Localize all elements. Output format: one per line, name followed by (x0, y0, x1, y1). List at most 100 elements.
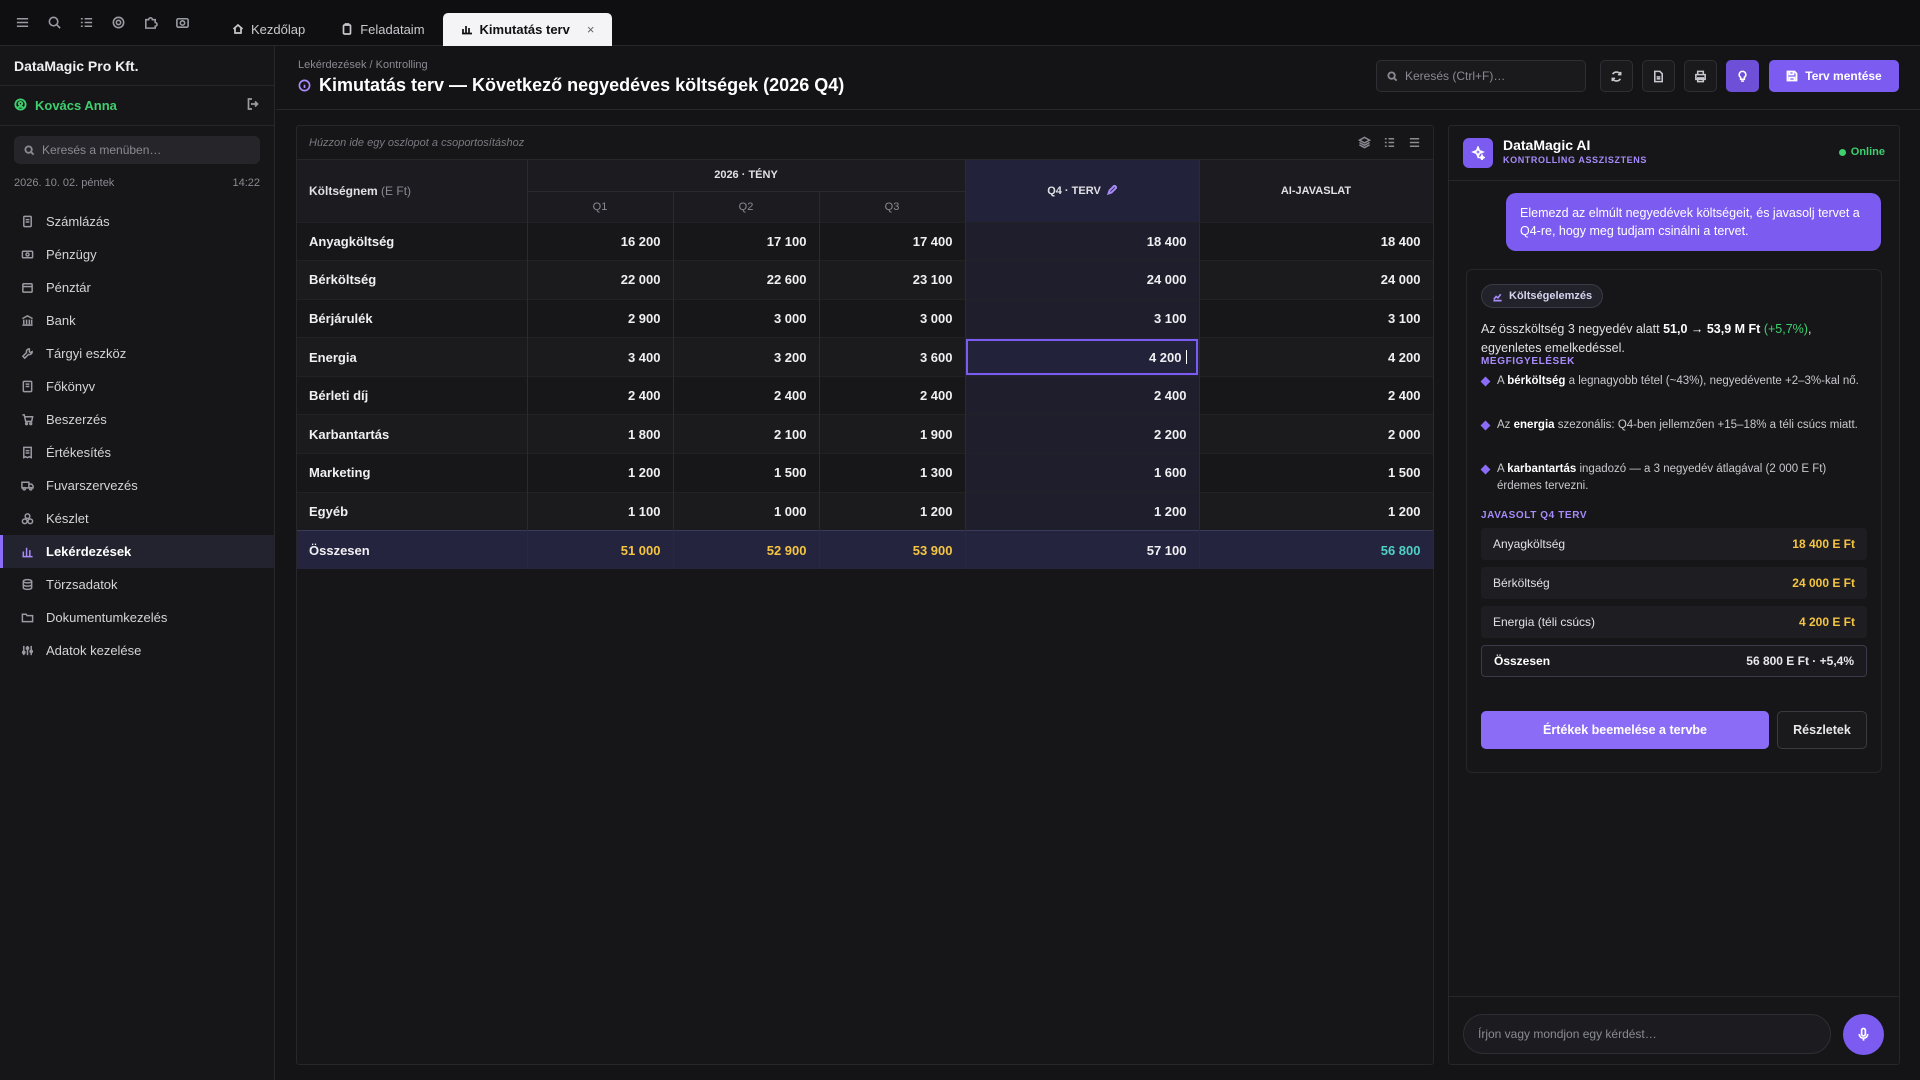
breadcrumb[interactable]: Lekérdezések / Kontrolling (298, 59, 428, 71)
cell-q4-plan[interactable]: 1 200 (965, 491, 1200, 531)
column-header-q3[interactable]: Q3 (819, 190, 966, 222)
folder-icon (21, 613, 34, 623)
sidebar-item-lekerdezesek[interactable]: Lekérdezések (0, 535, 274, 568)
column-menu-icon[interactable] (1408, 136, 1421, 149)
ledger-icon (22, 380, 33, 393)
list-tree-icon[interactable] (1383, 136, 1396, 149)
cell-total-ai-suggestion: 56 800 (1199, 530, 1434, 570)
cell-q2: 22 600 (673, 260, 820, 300)
table-row[interactable]: Anyagköltség 16 200 17 100 17 400 18 400… (297, 221, 1434, 261)
column-header-label: Q4 · TERV (1047, 184, 1101, 197)
cell-edit-value[interactable]: 4 200 (1148, 349, 1182, 365)
table-row[interactable]: Bérleti díj 2 400 2 400 2 400 2 400 2 40… (297, 375, 1434, 415)
main-menu: Számlázás Pénzügy Pénztár Bank Tárgyi es… (0, 205, 274, 667)
data-grid-panel: Húzzon ide egy oszlopot a csoportosításh… (296, 125, 1434, 1065)
table-row[interactable]: Egyéb 1 100 1 000 1 200 1 200 1 200 (297, 491, 1434, 531)
header-search-input[interactable] (1405, 69, 1575, 83)
cell-ai-suggestion: 2 000 (1199, 414, 1434, 454)
ai-input-bar (1449, 996, 1899, 1064)
sidebar-item-fuvarszervezes[interactable]: Fuvarszervezés (0, 469, 274, 502)
table-row[interactable]: Energia 3 400 3 200 3 600 4 200 4 200 (297, 337, 1434, 377)
summary-percent: (+5,7%) (1763, 322, 1808, 336)
table-row[interactable]: Bérköltség 22 000 22 600 23 100 24 000 2… (297, 260, 1434, 300)
sidebar-item-label: Beszerzés (46, 412, 107, 427)
table-row[interactable]: Karbantartás 1 800 2 100 1 900 2 200 2 0… (297, 414, 1434, 454)
logout-icon[interactable] (246, 97, 260, 114)
checklist-icon[interactable] (78, 15, 94, 31)
cell-ai-suggestion: 18 400 (1199, 221, 1434, 261)
tab-report-plan[interactable]: Kimutatás terv × (442, 12, 613, 46)
sidebar-item-szamlazas[interactable]: Számlázás (0, 205, 274, 238)
cell-cost-type: Bérköltség (297, 260, 528, 300)
column-header-q4-plan[interactable]: Q4 · TERV (965, 160, 1200, 222)
sidebar-item-fokonyv[interactable]: Főkönyv (0, 370, 274, 403)
sidebar-item-adatok-kezelese[interactable]: Adatok kezelése (0, 634, 274, 667)
cell-ai-suggestion: 1 200 (1199, 491, 1434, 531)
cell-q4-plan-editing[interactable]: 4 200 (965, 337, 1200, 377)
print-button[interactable] (1684, 60, 1717, 92)
diamond-bullet-icon (1480, 376, 1491, 387)
cell-q4-plan[interactable]: 24 000 (965, 260, 1200, 300)
info-icon[interactable] (298, 79, 311, 92)
summary-text: Az összköltség 3 negyedév alatt (1481, 322, 1664, 336)
gear-icon[interactable] (110, 15, 126, 31)
tab-tasks[interactable]: Feladataim (323, 13, 442, 46)
sidebar-item-beszerzes[interactable]: Beszerzés (0, 403, 274, 436)
tab-label: Feladataim (360, 21, 425, 37)
ai-assistant-button[interactable] (1726, 60, 1759, 92)
microphone-button[interactable] (1843, 1014, 1884, 1055)
layers-icon[interactable] (1358, 136, 1371, 149)
apply-values-button[interactable]: Értékek beemelése a tervbe (1481, 711, 1769, 749)
column-header-q2[interactable]: Q2 (673, 190, 820, 222)
cell-q4-plan[interactable]: 2 400 (965, 375, 1200, 415)
sidebar-item-label: Törzsadatok (46, 577, 118, 592)
hamburger-menu-icon[interactable] (14, 15, 30, 31)
refresh-button[interactable] (1600, 60, 1633, 92)
sidebar-item-penzugy[interactable]: Pénzügy (0, 238, 274, 271)
sidebar-item-bank[interactable]: Bank (0, 304, 274, 337)
cell-q3: 3 600 (819, 337, 966, 377)
status-badge: Online (1838, 146, 1885, 158)
tab-home[interactable]: Kezdőlap (214, 13, 323, 46)
table-row[interactable]: Bérjárulék 2 900 3 000 3 000 3 100 3 100 (297, 298, 1434, 338)
cell-ai-suggestion: 2 400 (1199, 375, 1434, 415)
puzzle-icon[interactable] (142, 15, 158, 31)
cell-q4-plan[interactable]: 2 200 (965, 414, 1200, 454)
cell-ai-suggestion: 4 200 (1199, 337, 1434, 377)
plan-total-row: Összesen 56 800 E Ft · +5,4% (1481, 645, 1867, 677)
close-tab-icon[interactable]: × (586, 21, 595, 37)
sidebar-item-torzsadatok[interactable]: Törzsadatok (0, 568, 274, 601)
sidebar-item-penztar[interactable]: Pénztár (0, 271, 274, 304)
sidebar-item-dokumentumkezeles[interactable]: Dokumentumkezelés (0, 601, 274, 634)
menu-search-input[interactable] (42, 143, 242, 157)
user-name[interactable]: Kovács Anna (35, 98, 117, 113)
ai-question-input[interactable] (1478, 1027, 1816, 1041)
status-label: Online (1850, 146, 1885, 158)
cell-q4-plan[interactable]: 3 100 (965, 298, 1200, 338)
sidebar-item-ertekesites[interactable]: Értékesítés (0, 436, 274, 469)
save-plan-button[interactable]: Terv mentése (1769, 60, 1899, 92)
cell-total-q2: 52 900 (673, 530, 820, 570)
sidebar-item-targyi-eszkoz[interactable]: Tárgyi eszköz (0, 337, 274, 370)
cell-ai-suggestion: 24 000 (1199, 260, 1434, 300)
sidebar-item-keszlet[interactable]: Készlet (0, 502, 274, 535)
analysis-tag-label: Költségelemzés (1509, 290, 1593, 302)
column-header-q1[interactable]: Q1 (527, 190, 674, 222)
current-date: 2026. 10. 02. péntek (14, 177, 115, 189)
column-header-unit: (E Ft) (381, 183, 412, 198)
group-drop-zone[interactable]: Húzzon ide egy oszlopot a csoportosításh… (297, 126, 1433, 160)
camera-icon[interactable] (174, 15, 190, 31)
export-button[interactable] (1642, 60, 1675, 92)
cell-total-q4-plan: 57 100 (965, 530, 1200, 570)
table-total-row: Összesen 51 000 52 900 53 900 57 100 56 … (297, 530, 1434, 570)
observation-item: Az energia szezonális: Q4-ben jellemzően… (1480, 417, 1873, 434)
search-icon[interactable] (46, 15, 62, 31)
cell-q4-plan[interactable]: 1 600 (965, 453, 1200, 493)
table-row[interactable]: Marketing 1 200 1 500 1 300 1 600 1 500 (297, 453, 1434, 493)
details-button[interactable]: Részletek (1777, 711, 1867, 749)
column-header-cost-type[interactable]: Költségnem (E Ft) (297, 160, 528, 222)
cell-q4-plan[interactable]: 18 400 (965, 221, 1200, 261)
cell-q3: 17 400 (819, 221, 966, 261)
column-header-ai-suggestion[interactable]: AI-JAVASLAT (1199, 160, 1434, 222)
observation-keyword: energia (1513, 419, 1555, 431)
